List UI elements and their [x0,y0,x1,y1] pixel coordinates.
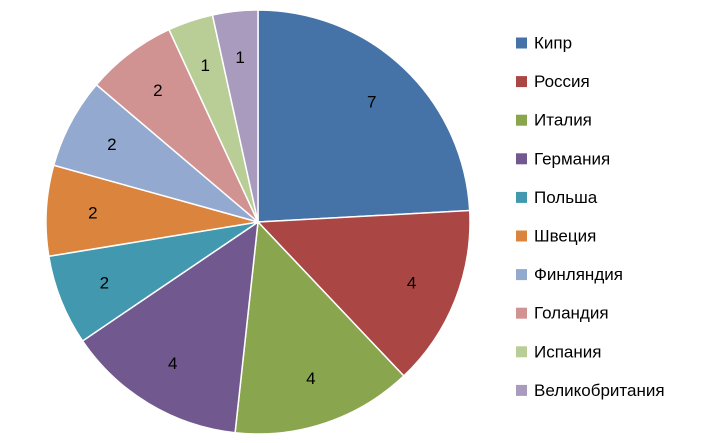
data-label-7: 2 [107,135,116,154]
legend-label-6: Швеция [534,227,596,246]
legend-swatch-6 [516,230,527,242]
data-label-10: 1 [235,48,244,67]
legend-swatch-9 [516,346,527,358]
pie-slice-4 [81,220,259,434]
legend-label-9: Испания [534,342,601,361]
pie-slices [45,9,471,435]
pie-slice-10 [211,9,259,223]
legend-swatch-5 [516,191,527,203]
data-label-6: 2 [88,204,97,223]
pie-data-labels: 7 4 4 4 2 2 2 2 1 1 [88,48,416,388]
legend-swatch-3 [516,114,527,126]
pie-slice-3 [234,220,405,435]
data-label-2: 4 [407,274,416,293]
legend: Кипр Россия Италия Германия Польша Швеция Финл… [516,34,665,400]
legend-label-1: Кипр [534,34,572,53]
legend-swatch-8 [516,307,527,319]
legend-swatch-7 [516,269,527,281]
data-label-4: 4 [168,354,177,373]
legend-swatch-2 [516,76,527,88]
legend-label-7: Финляндия [534,265,623,284]
legend-swatch-10 [516,384,527,396]
legend-swatch-4 [516,153,527,165]
legend-label-3: Италия [534,111,592,130]
legend-label-4: Германия [534,149,610,168]
pie-slice-2 [256,209,471,377]
legend-label-10: Великобритания [534,381,665,400]
pie-slice-1 [257,9,471,223]
data-label-5: 2 [100,274,109,293]
legend-label-8: Голандия [534,304,609,323]
legend-label-2: Россия [534,72,590,91]
data-label-8: 2 [153,81,162,100]
data-label-1: 7 [367,92,376,111]
legend-swatch-1 [516,37,527,49]
legend-label-5: Польша [534,188,598,207]
data-label-3: 4 [306,369,315,388]
data-label-9: 1 [200,56,209,75]
